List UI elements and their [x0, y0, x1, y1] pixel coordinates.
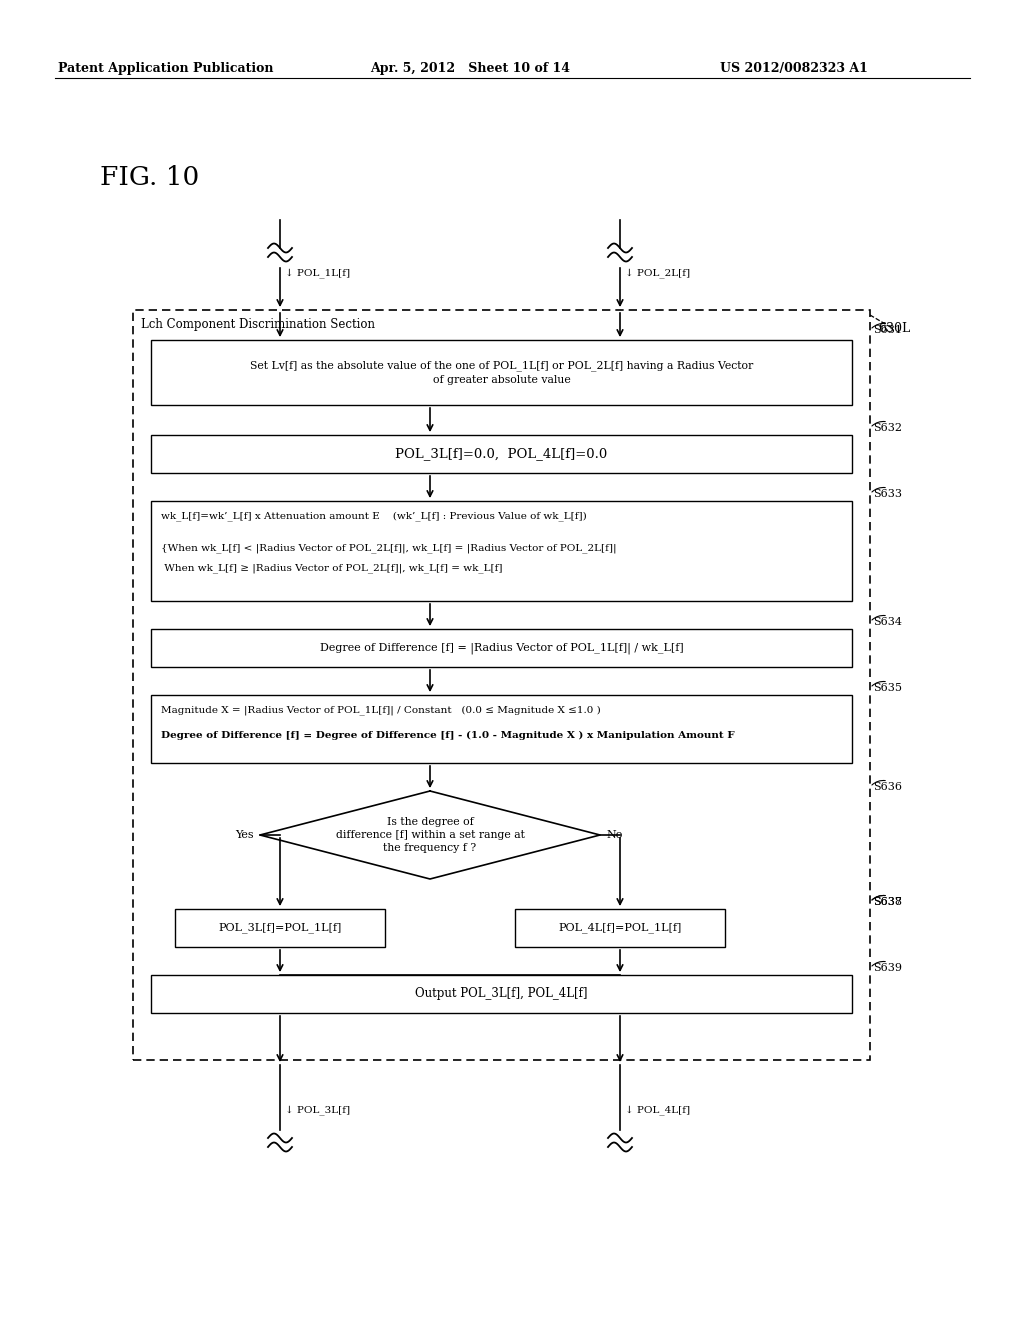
Text: Output POL_3L[f], POL_4L[f]: Output POL_3L[f], POL_4L[f] — [416, 987, 588, 1001]
Text: 630L: 630L — [878, 322, 910, 335]
Text: POL_3L[f]=POL_1L[f]: POL_3L[f]=POL_1L[f] — [218, 923, 342, 933]
Text: S632: S632 — [873, 422, 902, 433]
Text: ↓ POL_2L[f]: ↓ POL_2L[f] — [625, 268, 690, 279]
Text: ↓ POL_4L[f]: ↓ POL_4L[f] — [625, 1105, 690, 1115]
Text: No: No — [606, 830, 623, 840]
Text: Degree of Difference [f] = Degree of Difference [f] - (1.0 - Magnitude X ) x Man: Degree of Difference [f] = Degree of Dif… — [161, 731, 734, 741]
Text: S636: S636 — [873, 781, 902, 792]
Text: Yes: Yes — [236, 830, 254, 840]
FancyBboxPatch shape — [151, 630, 852, 667]
Text: US 2012/0082323 A1: US 2012/0082323 A1 — [720, 62, 868, 75]
Text: S635: S635 — [873, 682, 902, 693]
Text: Patent Application Publication: Patent Application Publication — [58, 62, 273, 75]
Text: Degree of Difference [f] = |Radius Vector of POL_1L[f]| / wk_L[f]: Degree of Difference [f] = |Radius Vecto… — [319, 643, 683, 653]
Text: POL_3L[f]=0.0,  POL_4L[f]=0.0: POL_3L[f]=0.0, POL_4L[f]=0.0 — [395, 447, 607, 461]
Text: POL_4L[f]=POL_1L[f]: POL_4L[f]=POL_1L[f] — [558, 923, 682, 933]
Text: wk_L[f]=wk’_L[f] x Attenuation amount E    (wk’_L[f] : Previous Value of wk_L[f]: wk_L[f]=wk’_L[f] x Attenuation amount E … — [161, 511, 587, 521]
Text: Lch Component Discrimination Section: Lch Component Discrimination Section — [141, 318, 375, 331]
FancyBboxPatch shape — [151, 696, 852, 763]
FancyBboxPatch shape — [151, 502, 852, 601]
FancyBboxPatch shape — [515, 909, 725, 946]
Text: S634: S634 — [873, 616, 902, 627]
Text: S638: S638 — [873, 898, 902, 907]
FancyBboxPatch shape — [151, 436, 852, 473]
Text: {When wk_L[f] < |Radius Vector of POL_2L[f]|, wk_L[f] = |Radius Vector of POL_2L: {When wk_L[f] < |Radius Vector of POL_2L… — [161, 543, 616, 553]
Text: When wk_L[f] ≥ |Radius Vector of POL_2L[f]|, wk_L[f] = wk_L[f]: When wk_L[f] ≥ |Radius Vector of POL_2L[… — [161, 564, 503, 573]
Text: Magnitude X = |Radius Vector of POL_1L[f]| / Constant   (0.0 ≤ Magnitude X ≤1.0 : Magnitude X = |Radius Vector of POL_1L[f… — [161, 705, 601, 715]
Text: FIG. 10: FIG. 10 — [100, 165, 200, 190]
FancyBboxPatch shape — [175, 909, 385, 946]
Text: S631: S631 — [873, 325, 902, 335]
Text: Set Lv[f] as the absolute value of the one of POL_1L[f] or POL_2L[f] having a Ra: Set Lv[f] as the absolute value of the o… — [250, 360, 753, 384]
Text: Is the degree of
difference [f] within a set range at
the frequency f ?: Is the degree of difference [f] within a… — [336, 817, 524, 853]
Text: ↓ POL_3L[f]: ↓ POL_3L[f] — [285, 1105, 350, 1115]
Text: ↓ POL_1L[f]: ↓ POL_1L[f] — [285, 268, 350, 279]
Text: S633: S633 — [873, 488, 902, 499]
Text: Apr. 5, 2012   Sheet 10 of 14: Apr. 5, 2012 Sheet 10 of 14 — [370, 62, 570, 75]
FancyBboxPatch shape — [151, 975, 852, 1012]
Text: S639: S639 — [873, 964, 902, 973]
Text: S637: S637 — [873, 898, 902, 907]
FancyBboxPatch shape — [151, 341, 852, 405]
